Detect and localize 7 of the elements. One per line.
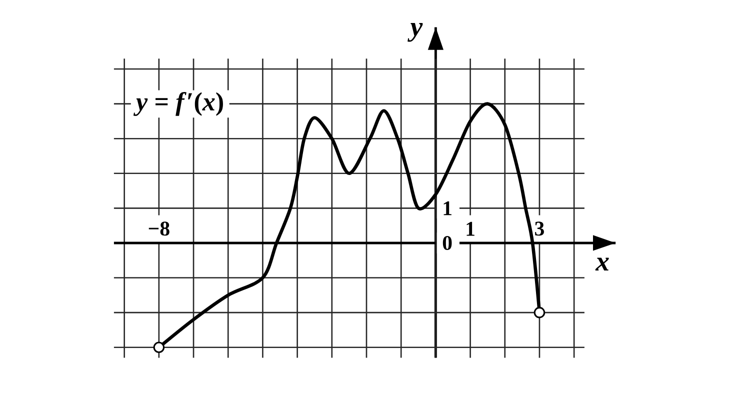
x-tick-label: −8 xyxy=(148,221,170,236)
text: y = f′(x) xyxy=(133,92,223,116)
y-tick-label: 0 xyxy=(442,236,452,250)
x-axis-title: x xyxy=(595,258,609,270)
x-tick-label: 1 xyxy=(466,222,474,236)
x-tick-label: 3 xyxy=(535,222,544,236)
y-axis-title: y xyxy=(408,22,423,42)
